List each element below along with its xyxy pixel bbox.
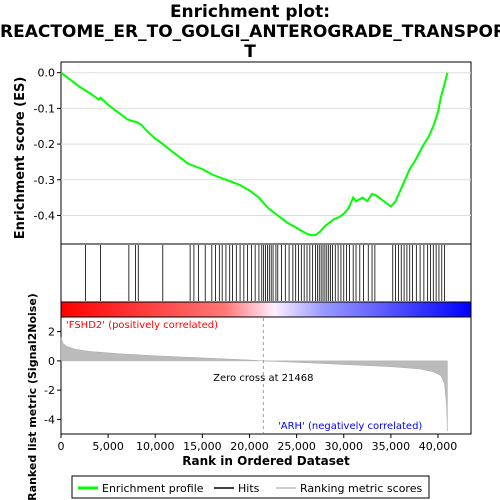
metric-area: [60, 337, 448, 432]
hits-panel-frame: [60, 243, 472, 303]
x-tick-label: 30,000: [325, 440, 364, 453]
es-panel-frame: [60, 61, 472, 245]
metric-y-tick-label: 2: [48, 326, 55, 339]
x-tick-label: 0: [58, 440, 65, 453]
metric-y-tick-label: -4: [44, 413, 55, 426]
legend-enrichment-label: Enrichment profile: [102, 482, 204, 495]
x-axis-label: Rank in Ordered Dataset: [182, 454, 350, 468]
chart-title-line3: T: [244, 42, 256, 62]
es-gridlines: [61, 72, 471, 216]
metric-y-tick-label: -2: [44, 384, 55, 397]
pos-correlated-label: 'FSHD2' (positively correlated): [66, 320, 218, 331]
es-y-axis: 0.0 -0.1 -0.2 -0.3 -0.4: [34, 67, 61, 222]
x-tick-label: 40,000: [419, 440, 458, 453]
metric-y-tick-label: 0: [48, 355, 55, 368]
chart-title-line1: Enrichment plot:: [169, 2, 331, 22]
enrichment-profile-line: [60, 71, 449, 237]
legend: Enrichment profile Hits Ranking metric s…: [71, 475, 430, 499]
metric-y-axis-label: Ranked list metric (Signal2Noise): [26, 293, 39, 500]
metric-scores-area: [60, 337, 448, 432]
x-tick-label: 20,000: [230, 440, 269, 453]
metric-y-axis: 2 0 -2 -4: [44, 326, 61, 426]
metric-panel-frame: [60, 316, 472, 435]
x-tick-label: 25,000: [277, 440, 316, 453]
legend-hits-label: Hits: [238, 482, 260, 495]
es-y-tick-label: -0.3: [34, 174, 55, 187]
x-tick-label: 5,000: [92, 440, 124, 453]
chart-title: Enrichment plot: REACTOME_ER_TO_GOLGI_AN…: [0, 2, 500, 62]
es-y-tick-label: -0.4: [34, 209, 55, 222]
x-tick-label: 35,000: [372, 440, 411, 453]
legend-metric-label: Ranking metric scores: [300, 482, 422, 495]
es-y-tick-label: -0.2: [34, 138, 55, 151]
es-y-tick-label: -0.1: [34, 102, 55, 115]
x-tick-label: 10,000: [136, 440, 175, 453]
rank-color-bar: [60, 301, 472, 318]
zero-cross-label: Zero cross at 21468: [213, 373, 313, 384]
es-y-axis-label: Enrichment score (ES): [13, 77, 28, 240]
x-axis: 0 5,000 10,000 15,000 20,000 25,000 30,000 35,0…: [58, 434, 458, 453]
chart-title-line2: REACTOME_ER_TO_GOLGI_ANTEROGRADE_TRANSPO…: [0, 22, 500, 42]
legend-frame: [71, 475, 430, 499]
x-tick-label: 15,000: [183, 440, 222, 453]
hit-lines: [85, 245, 446, 301]
neg-correlated-label: 'ARH' (negatively correlated): [278, 421, 422, 432]
es-y-tick-label: 0.0: [38, 67, 56, 80]
